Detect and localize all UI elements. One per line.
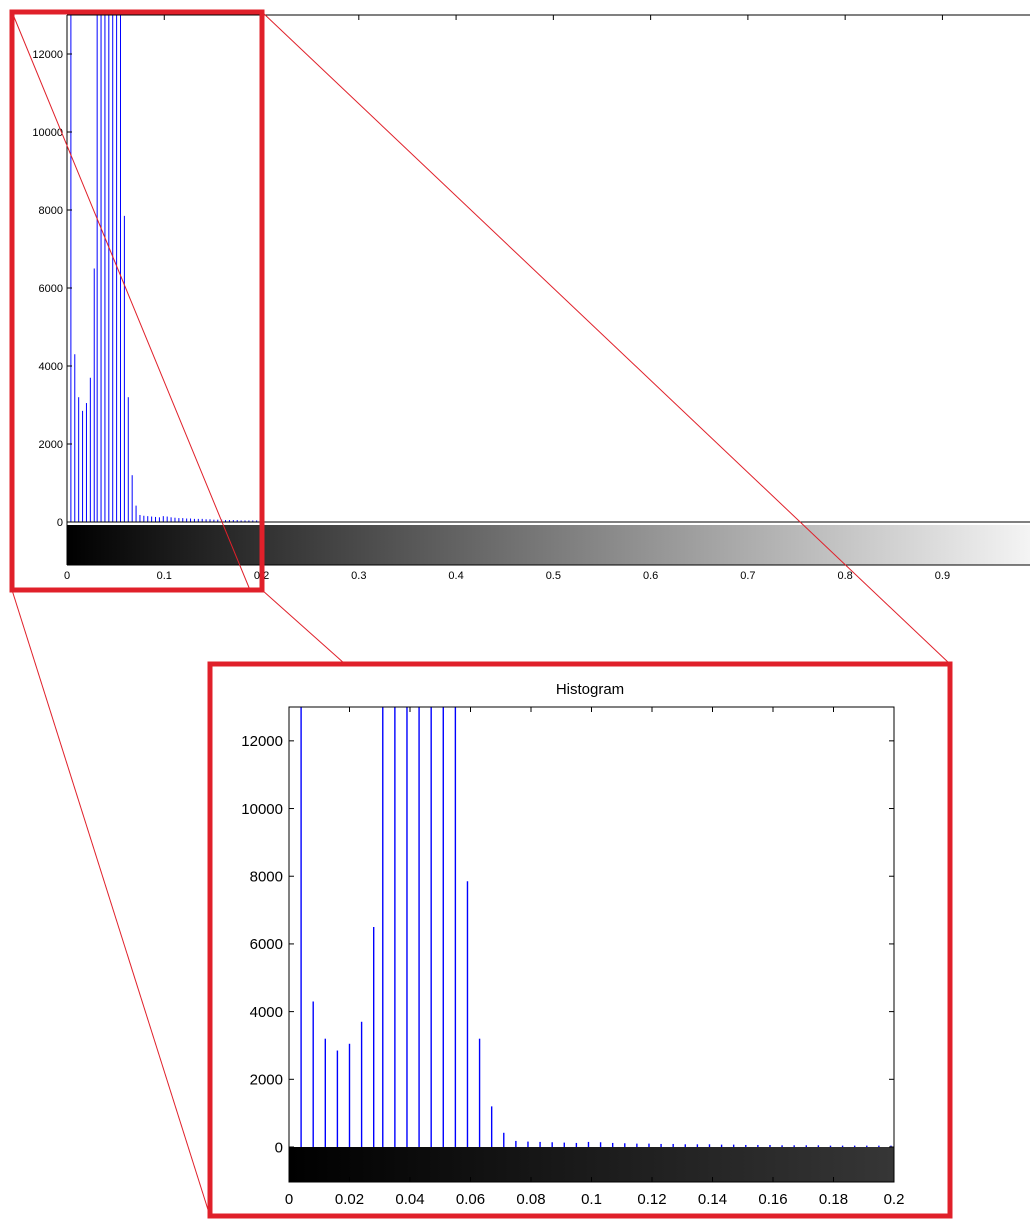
full-y-tick-label: 2000 [39,439,63,451]
zoomed-x-tick-label: 0.06 [456,1191,485,1208]
zoomed-y-tick-label: 0 [275,1139,283,1156]
full-x-tick-label: 0.8 [838,570,853,582]
zoomed-x-tick-label: 0.14 [698,1191,727,1208]
full-x-tick-label: 0.4 [448,570,463,582]
full-x-tick-label: 0.6 [643,570,658,582]
full-y-tick-label: 10000 [32,127,63,139]
connector-line [11,11,251,591]
full-y-tick-label: 6000 [39,283,63,295]
zoomed-x-tick-label: 0.16 [758,1191,787,1208]
zoomed-x-tick-label: 0.12 [637,1191,666,1208]
zoomed-y-tick-label: 8000 [250,868,283,885]
full-x-tick-label: 0.5 [546,570,561,582]
zoomed-y-tick-label: 4000 [250,1004,283,1021]
zoomed-axis-ticks: 0 2000 4000 6000 8000 10000 12000 0 0.02 0.04 0.06… [241,707,904,1208]
selection-highlight-box [9,9,265,593]
full-x-tick-label: 0.7 [740,570,755,582]
full-x-tick-label: 0.9 [935,570,950,582]
zoomed-plot-area [289,707,894,1182]
zoomed-y-tick-label: 12000 [241,733,283,750]
zoomed-x-tick-label: 0.2 [884,1191,905,1208]
connector-line [261,589,346,665]
zoom-highlight-box [207,661,953,1219]
full-x-tick-label: 0 [64,570,70,582]
connector-line [11,589,211,1217]
full-y-tick-label: 8000 [39,205,63,217]
full-y-tick-label: 12000 [32,49,63,61]
full-x-tick-label: 0.1 [157,570,172,582]
zoomed-x-tick-label: 0 [285,1191,293,1208]
full-histogram-bars [70,15,262,522]
zoomed-y-tick-label: 10000 [241,801,283,818]
full-x-tick-label: 0.3 [351,570,366,582]
zoomed-y-tick-label: 2000 [250,1072,283,1089]
zoomed-x-tick-label: 0.08 [516,1191,545,1208]
zoomed-x-tick-label: 0.1 [581,1191,602,1208]
full-y-tick-label: 4000 [39,361,63,373]
full-y-tick-label: 0 [57,517,63,529]
connector-line [261,11,951,665]
zoom-connectors [11,11,951,1217]
zoomed-x-tick-label: 0.18 [819,1191,848,1208]
zoomed-x-tick-label: 0.02 [335,1191,364,1208]
zoomed-x-tick-label: 0.04 [395,1191,424,1208]
full-colorbar [67,525,1030,565]
zoomed-histogram: Histogram 0 2000 4000 6000 8000 10000 12000 0 0.… [241,681,904,1208]
zoomed-chart-title: Histogram [556,681,624,698]
zoomed-y-tick-label: 6000 [250,936,283,953]
zoomed-histogram-bars [300,707,892,1147]
zoomed-colorbar [289,1147,894,1182]
